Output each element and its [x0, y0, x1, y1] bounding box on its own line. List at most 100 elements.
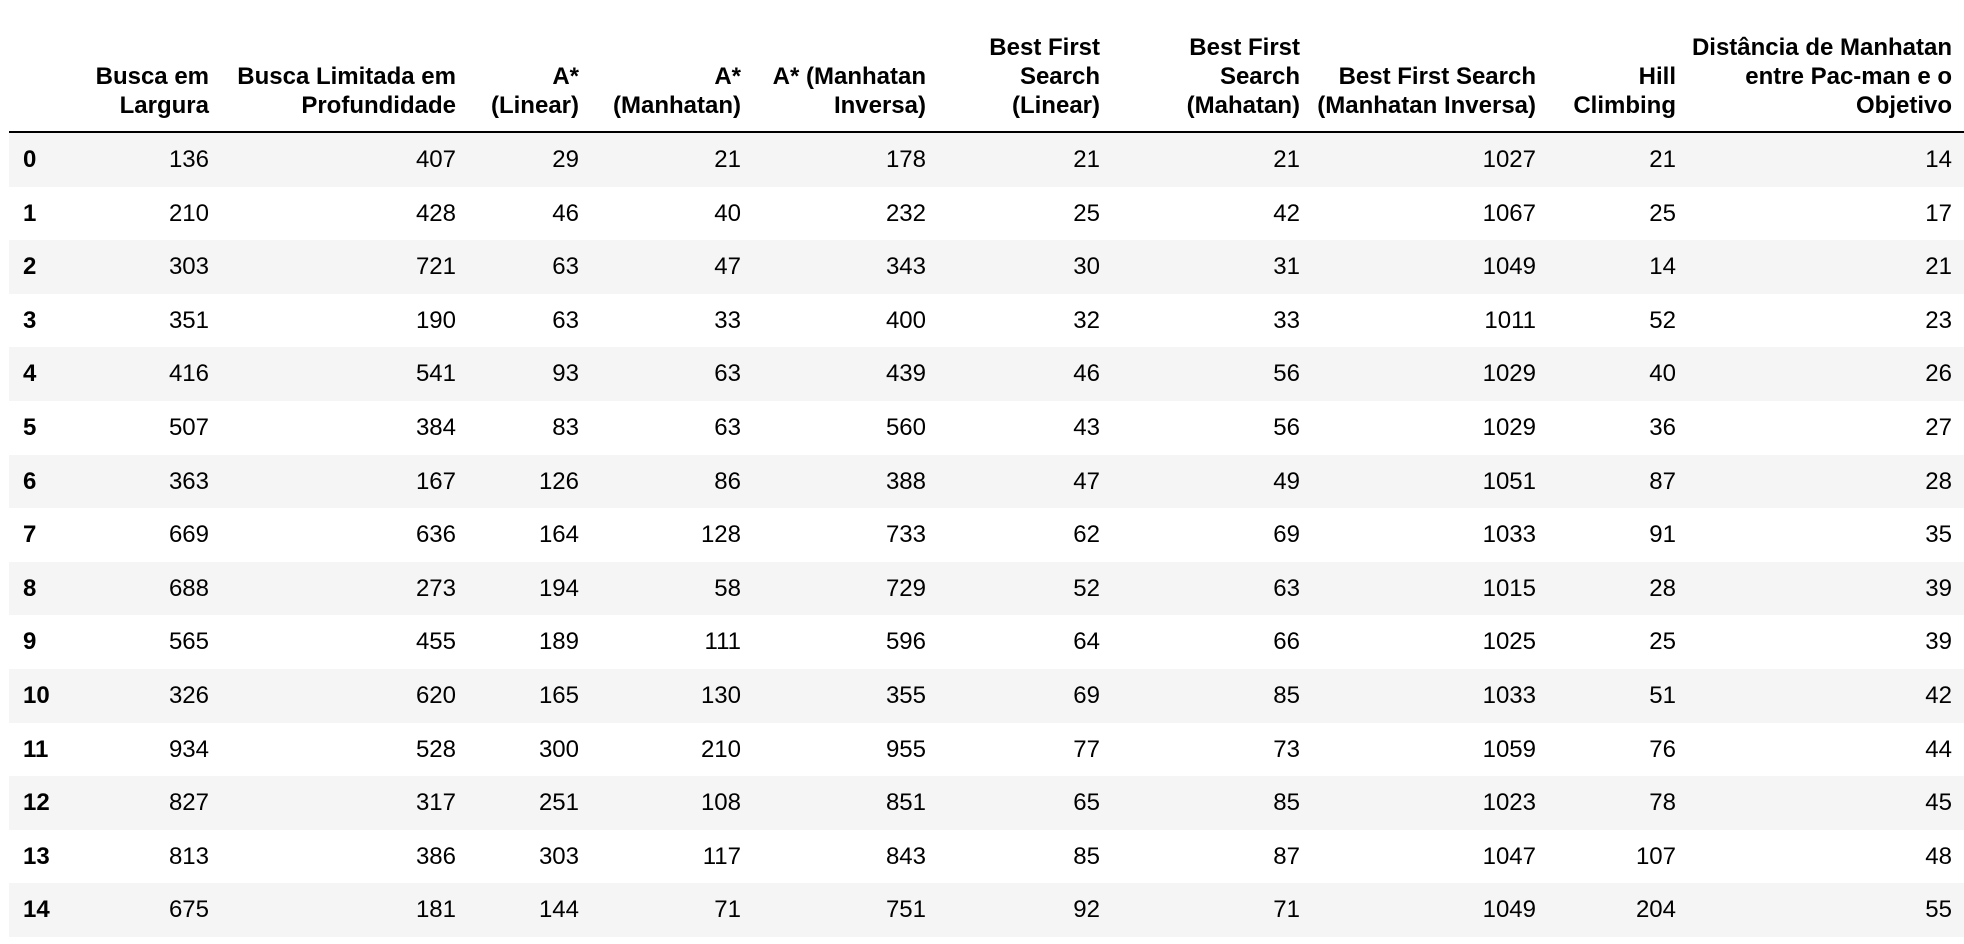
- table-cell: 351: [168, 306, 209, 334]
- table-cell: 1015: [1482, 574, 1536, 602]
- table-cell: 21: [714, 146, 741, 173]
- table-cell: 33: [714, 306, 741, 334]
- table-cell: 439: [885, 360, 926, 388]
- table-cell: 1027: [1482, 146, 1536, 173]
- table-cell: 48: [1925, 842, 1952, 870]
- row-index: 14: [23, 896, 50, 924]
- table-cell: 29: [552, 146, 579, 173]
- column-header: Busca Limitada em Profundidade: [221, 0, 468, 133]
- table-cell: 1049: [1482, 253, 1536, 281]
- table-cell: 21: [1273, 146, 1300, 173]
- table-cell: 407: [415, 146, 456, 173]
- table-cell: 507: [168, 413, 209, 441]
- table-cell: 39: [1925, 628, 1952, 656]
- table-row: 10 326 620 165 130 355 69 85 1033 51 42: [9, 668, 1964, 723]
- table-cell: 31: [1273, 253, 1300, 281]
- table-cell: 87: [1273, 842, 1300, 870]
- table-cell: 416: [168, 360, 209, 388]
- row-index: 8: [23, 574, 37, 602]
- row-index: 6: [23, 467, 37, 495]
- table-row: 13 813 386 303 117 843 85 87 1047 107 48: [9, 829, 1964, 884]
- table-cell: 25: [1649, 199, 1676, 227]
- table-cell: 65: [1073, 789, 1100, 817]
- table-cell: 1033: [1482, 521, 1536, 549]
- table-cell: 167: [415, 467, 456, 495]
- table-cell: 42: [1925, 681, 1952, 709]
- table-cell: 1047: [1482, 842, 1536, 870]
- table-cell: 62: [1073, 521, 1100, 549]
- table-cell: 688: [168, 574, 209, 602]
- table-cell: 1033: [1482, 681, 1536, 709]
- header-row: Busca em Largura Busca Limitada em Profu…: [9, 0, 1964, 133]
- table-cell: 77: [1073, 735, 1100, 763]
- table-cell: 52: [1649, 306, 1676, 334]
- column-header: Busca em Largura: [73, 0, 221, 133]
- column-header: A* (Manhatan): [591, 0, 753, 133]
- table-cell: 85: [1073, 842, 1100, 870]
- table-cell: 355: [885, 681, 926, 709]
- table-cell: 1011: [1484, 306, 1536, 334]
- table-cell: 85: [1273, 789, 1300, 817]
- table-cell: 388: [885, 467, 926, 495]
- table-body: 0 136 407 29 21 178 21 21 1027 21 14 1 210 428 46 40 232…: [9, 132, 1964, 937]
- table-cell: 721: [415, 253, 456, 281]
- table-cell: 210: [168, 199, 209, 227]
- table-cell: 45: [1925, 789, 1952, 817]
- table-cell: 108: [700, 789, 741, 817]
- table-cell: 565: [168, 628, 209, 656]
- table-cell: 47: [714, 253, 741, 281]
- column-header: A* (Manhatan Inversa): [753, 0, 938, 133]
- row-index: 13: [23, 842, 50, 870]
- row-index: 7: [23, 521, 37, 549]
- table-cell: 71: [714, 896, 741, 924]
- table-cell: 58: [714, 574, 741, 602]
- table-row: 7 669 636 164 128 733 62 69 1033 91 35: [9, 508, 1964, 562]
- table-cell: 86: [714, 467, 741, 495]
- table-cell: 64: [1073, 628, 1100, 656]
- table-cell: 63: [552, 253, 579, 281]
- table-cell: 44: [1925, 735, 1952, 763]
- table-cell: 21: [1649, 146, 1676, 173]
- column-header: A* (Linear): [468, 0, 591, 133]
- table-cell: 1029: [1482, 360, 1536, 388]
- table-cell: 63: [552, 306, 579, 334]
- table-row: 3 351 190 63 33 400 32 33 1011 52 23: [9, 293, 1964, 348]
- table-cell: 1059: [1482, 735, 1536, 763]
- table-cell: 63: [1273, 574, 1300, 602]
- table-cell: 400: [885, 306, 926, 334]
- table-cell: 35: [1925, 521, 1952, 549]
- table-row: 11 934 528 300 210 955 77 73 1059 76 44: [9, 722, 1964, 777]
- table-cell: 273: [415, 574, 456, 602]
- table-cell: 326: [168, 681, 209, 709]
- table-cell: 181: [415, 896, 456, 924]
- table-cell: 675: [168, 896, 209, 924]
- table-row: 9 565 455 189 111 596 64 66 1025 25 39: [9, 615, 1964, 669]
- table-cell: 165: [538, 681, 579, 709]
- table-cell: 36: [1649, 413, 1676, 441]
- table-cell: 813: [168, 842, 209, 870]
- table-cell: 92: [1073, 896, 1100, 924]
- table-cell: 934: [168, 735, 209, 763]
- table-cell: 1029: [1482, 413, 1536, 441]
- table-cell: 85: [1273, 681, 1300, 709]
- table-row: 6 363 167 126 86 388 47 49 1051 87 28: [9, 454, 1964, 509]
- table-cell: 111: [704, 628, 741, 656]
- table-cell: 42: [1273, 199, 1300, 227]
- table-cell: 25: [1073, 199, 1100, 227]
- table-row: 1 210 428 46 40 232 25 42 1067 25 17: [9, 186, 1964, 241]
- table-cell: 729: [885, 574, 926, 602]
- table-cell: 126: [538, 467, 579, 495]
- table-cell: 56: [1273, 360, 1300, 388]
- table-cell: 28: [1649, 574, 1676, 602]
- table-cell: 66: [1273, 628, 1300, 656]
- table-cell: 560: [885, 413, 926, 441]
- table-cell: 51: [1649, 681, 1676, 709]
- row-index: 2: [23, 253, 37, 281]
- table-cell: 117: [702, 842, 741, 870]
- table-cell: 851: [885, 789, 926, 817]
- table-cell: 56: [1273, 413, 1300, 441]
- table-cell: 596: [885, 628, 926, 656]
- row-index: 12: [23, 789, 50, 817]
- table-cell: 39: [1925, 574, 1952, 602]
